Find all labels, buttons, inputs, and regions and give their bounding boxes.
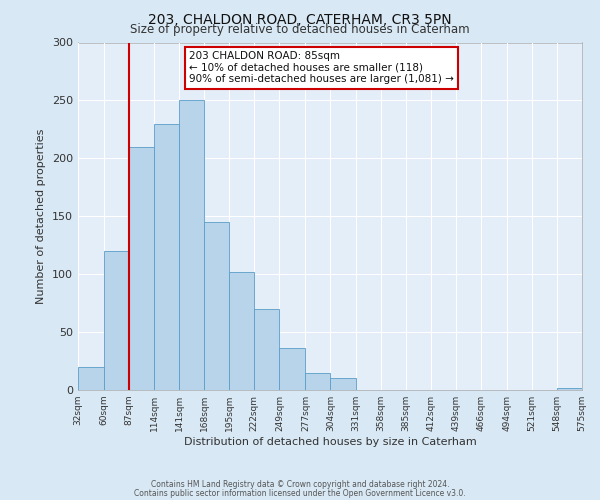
Bar [204, 222, 229, 390]
Bar [179, 100, 204, 390]
Bar [229, 272, 254, 390]
Text: Contains HM Land Registry data © Crown copyright and database right 2024.: Contains HM Land Registry data © Crown c… [151, 480, 449, 489]
Text: Contains public sector information licensed under the Open Government Licence v3: Contains public sector information licen… [134, 489, 466, 498]
Bar [129, 147, 154, 390]
Bar [154, 124, 179, 390]
Text: 203, CHALDON ROAD, CATERHAM, CR3 5PN: 203, CHALDON ROAD, CATERHAM, CR3 5PN [148, 12, 452, 26]
Bar [280, 348, 305, 390]
Text: 203 CHALDON ROAD: 85sqm
← 10% of detached houses are smaller (118)
90% of semi-d: 203 CHALDON ROAD: 85sqm ← 10% of detache… [189, 51, 454, 84]
Bar [104, 251, 129, 390]
Text: Size of property relative to detached houses in Caterham: Size of property relative to detached ho… [130, 22, 470, 36]
Y-axis label: Number of detached properties: Number of detached properties [37, 128, 46, 304]
Bar [78, 367, 104, 390]
Bar [254, 309, 280, 390]
Bar [305, 372, 331, 390]
Bar [557, 388, 582, 390]
Bar [331, 378, 356, 390]
X-axis label: Distribution of detached houses by size in Caterham: Distribution of detached houses by size … [184, 437, 476, 447]
